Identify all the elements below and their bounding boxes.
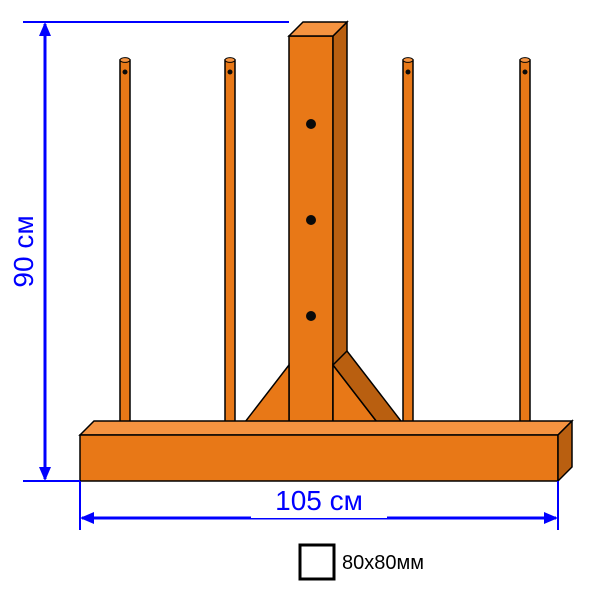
center-post-hole	[306, 311, 316, 321]
center-post	[289, 36, 333, 435]
center-post-hole	[306, 215, 316, 225]
rod-hole	[228, 70, 233, 75]
rod-hole	[123, 70, 128, 75]
rod	[520, 60, 530, 435]
width-label: 105 см	[275, 485, 363, 516]
tube-label: 80х80мм	[342, 552, 424, 574]
tube-section-icon	[300, 545, 334, 579]
center-post-hole	[306, 119, 316, 129]
rod-hole	[406, 70, 411, 75]
base-top	[80, 421, 572, 435]
rod	[225, 60, 235, 435]
rod	[403, 60, 413, 435]
height-label: 90 см	[8, 215, 39, 287]
base-front	[80, 435, 558, 481]
rod-hole	[523, 70, 528, 75]
rod	[120, 60, 130, 435]
